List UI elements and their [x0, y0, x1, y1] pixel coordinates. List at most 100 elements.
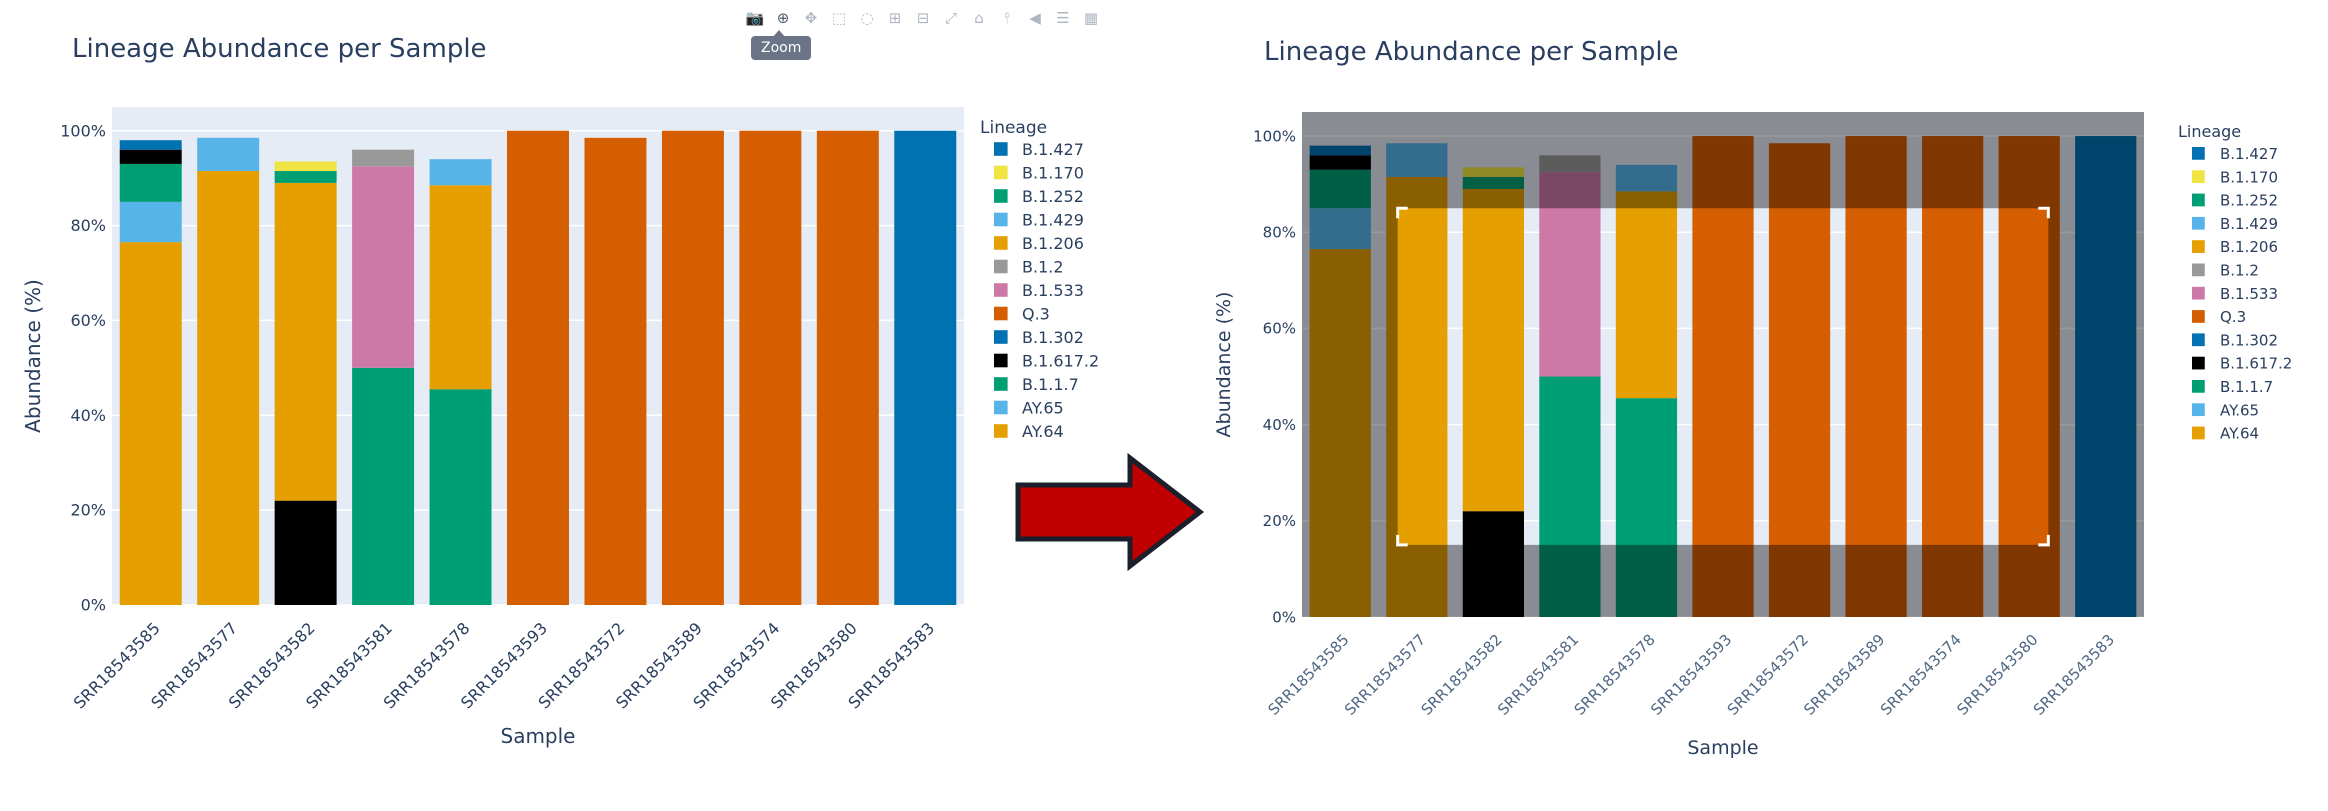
legend-swatch — [2192, 263, 2205, 277]
legend-swatch — [2192, 193, 2205, 207]
legend-swatch — [2192, 286, 2205, 300]
y-tick-label: 80% — [1263, 223, 1296, 241]
bar-segment — [429, 185, 492, 390]
bar-segment — [119, 140, 182, 150]
legend-swatch — [2192, 170, 2205, 184]
bar-segment — [1922, 136, 1984, 618]
legend-swatch — [994, 377, 1008, 391]
bar-segment — [352, 166, 415, 368]
legend-label: B.1.302 — [1022, 328, 1084, 347]
y-axis-title: Abundance (%) — [21, 279, 45, 433]
bar-segment — [507, 130, 569, 605]
legend-label: B.1.170 — [2220, 168, 2278, 186]
bar-segment — [1462, 167, 1524, 177]
x-tick-label: SRR18543585 — [1264, 631, 1352, 719]
bar-segment — [2075, 136, 2137, 618]
camera-icon[interactable]: 📷 — [745, 9, 765, 27]
bar-segment — [1462, 188, 1524, 512]
legend-label: B.1.1.7 — [2220, 378, 2273, 396]
y-tick-label: 100% — [60, 121, 106, 140]
legend-label: B.1.206 — [2220, 238, 2278, 256]
zoom-corner-handle — [2038, 534, 2050, 547]
legend-label: AY.64 — [2220, 425, 2259, 443]
legend-label: AY.64 — [1022, 422, 1064, 441]
legend-label: Q.3 — [1022, 305, 1050, 324]
zoom-corner-handle — [1396, 206, 1408, 219]
x-axis-title: Sample — [501, 724, 576, 748]
home-icon[interactable]: ⌂ — [974, 9, 984, 27]
pan-icon[interactable]: ✥ — [804, 9, 818, 27]
plotly-logo-icon[interactable]: ▦ — [1083, 9, 1099, 27]
bar-segment — [1539, 155, 1601, 173]
legend-label: AY.65 — [1022, 399, 1064, 418]
legend-swatch — [994, 142, 1008, 156]
legend-swatch — [2192, 216, 2205, 230]
legend-swatch — [994, 212, 1008, 227]
bar-segment — [274, 500, 337, 605]
legend-label: B.1.2 — [1022, 258, 1064, 277]
zoom-out-icon[interactable]: ⊟ — [916, 9, 930, 27]
x-axis-title: Sample — [1687, 737, 1758, 759]
zoom-in-icon[interactable]: ⊞ — [888, 9, 902, 27]
y-tick-label: 40% — [70, 406, 106, 425]
legend-swatch — [994, 236, 1008, 250]
legend-label: B.1.170 — [1022, 164, 1084, 183]
bar-segment — [584, 137, 647, 606]
legend-label: B.1.252 — [1022, 187, 1084, 206]
legend-label: B.1.429 — [2220, 215, 2278, 233]
legend-label: B.1.533 — [1022, 281, 1084, 300]
bar-segment — [119, 201, 182, 243]
legend-label: AY.65 — [2220, 401, 2259, 419]
bar-segment — [429, 389, 492, 605]
chart-right: Lineage Abundance per Sample 0% 20% 40% 60% 8… — [1213, 37, 2292, 759]
legend-label: B.1.427 — [1022, 140, 1084, 159]
legend-label: B.1.302 — [2220, 331, 2278, 349]
bar-segment — [197, 137, 260, 172]
bar-segment — [739, 130, 802, 605]
y-tick-label: 60% — [1263, 320, 1296, 338]
hover-compare-icon[interactable]: ☰ — [1056, 9, 1070, 27]
legend-swatch — [2192, 403, 2205, 417]
x-tick-label: SRR18543572 — [1724, 631, 1812, 719]
tooltip-caret — [772, 30, 786, 38]
legend-swatch — [994, 189, 1008, 203]
x-tick-label: SRR18543577 — [1341, 631, 1429, 719]
chart-left: Lineage Abundance per Sample 0% 20% 40% 60% 8… — [21, 34, 1099, 748]
y-tick-label: 20% — [1263, 512, 1296, 530]
legend-label: B.1.429 — [1022, 211, 1084, 230]
bar-segment — [197, 171, 260, 605]
legend-label: B.1.252 — [2220, 192, 2278, 210]
y-tick-label: 0% — [81, 596, 106, 615]
bar-segment — [1845, 136, 1907, 618]
legend-swatch — [2192, 310, 2205, 323]
bar-segment — [1615, 164, 1678, 192]
bar-segment — [1309, 208, 1371, 250]
bar-segment — [1309, 169, 1371, 209]
autoscale-icon[interactable]: ⤢ — [944, 9, 957, 27]
bar-segment — [352, 367, 415, 605]
legend-swatch — [2192, 426, 2205, 440]
zoom-icon[interactable]: ⊕ — [776, 9, 790, 27]
modebar: 📷 ⊕ ✥ ⬚ ◌ ⊞ ⊟ ⤢ ⌂ ⫯ ◀ ☰ ▦ — [745, 8, 1101, 28]
x-tick-label: SRR18543581 — [1494, 631, 1582, 719]
bar-segment — [429, 159, 492, 186]
box-select-icon[interactable]: ⬚ — [831, 9, 847, 27]
legend-swatch — [2192, 333, 2205, 347]
hover-closest-icon[interactable]: ◀ — [1029, 9, 1041, 27]
y-tick-label: 40% — [1263, 416, 1296, 434]
bar-segment — [1692, 136, 1754, 618]
bar-segment — [1462, 176, 1524, 189]
bar-segment — [119, 149, 182, 164]
bar-segment — [816, 130, 879, 605]
bar-segment — [1539, 172, 1601, 377]
zoom-corner-handle — [1396, 534, 1408, 547]
lasso-select-icon[interactable]: ◌ — [860, 9, 874, 27]
x-tick-label: SRR18543583 — [2030, 631, 2118, 719]
legend-swatch — [994, 330, 1008, 344]
legend-label: B.1.533 — [2220, 285, 2278, 303]
spike-lines-icon[interactable]: ⫯ — [1003, 9, 1011, 27]
legend-swatch — [2192, 240, 2205, 253]
bar-segment — [274, 182, 337, 501]
legend-title: Lineage — [980, 118, 1047, 138]
bar-segment — [274, 161, 337, 172]
